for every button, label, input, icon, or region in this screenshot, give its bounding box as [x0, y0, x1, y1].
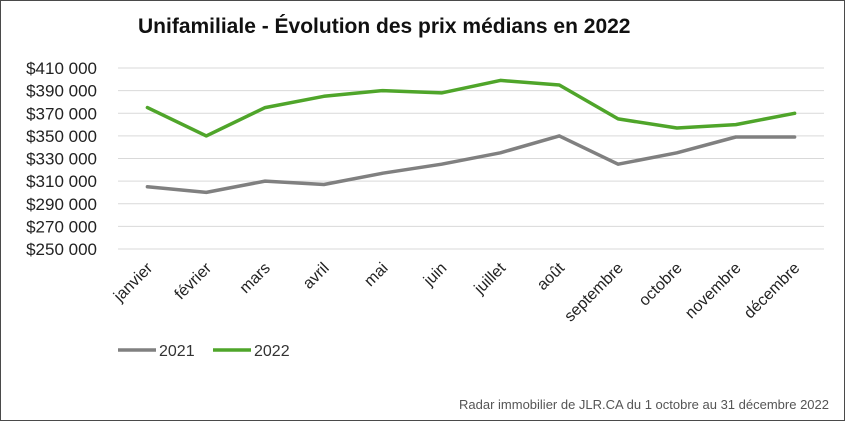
x-tick-label: juillet	[471, 259, 510, 298]
y-tick-label: $350 000	[26, 127, 97, 146]
y-axis-ticks: $410 000 $390 000 $370 000 $350 000 $330 000…	[26, 59, 97, 259]
y-tick-label: $270 000	[26, 217, 97, 236]
x-tick-label: mars	[237, 260, 274, 297]
legend-label: 2022	[254, 343, 290, 360]
x-tick-label: avril	[300, 260, 333, 293]
x-tick-label: septembre	[561, 260, 627, 326]
y-tick-label: $390 000	[26, 82, 97, 101]
y-tick-label: $410 000	[26, 59, 97, 78]
x-tick-label: janvier	[110, 259, 157, 306]
x-tick-label: mai	[361, 260, 391, 290]
x-tick-label: octobre	[636, 260, 686, 310]
legend-label: 2021	[159, 343, 195, 360]
source-note: Radar immobilier de JLR.CA du 1 octobre …	[459, 397, 829, 412]
y-tick-label: $290 000	[26, 195, 97, 214]
x-tick-label: août	[534, 259, 568, 293]
y-tick-label: $250 000	[26, 240, 97, 259]
x-tick-label: décembre	[741, 260, 803, 322]
x-tick-label: juin	[420, 260, 450, 290]
legend: 2021 2022	[118, 343, 290, 360]
series-lines	[145, 78, 797, 195]
y-tick-label: $310 000	[26, 172, 97, 191]
series-line-2022	[145, 78, 797, 138]
series-line-2021	[145, 134, 797, 195]
x-tick-label: novembre	[682, 260, 744, 322]
x-axis-ticks: janvier février mars avril mai juin juillet aoû…	[110, 259, 803, 325]
chart-title: Unifamiliale - Évolution des prix médian…	[138, 15, 631, 38]
x-tick-label: février	[172, 259, 216, 303]
y-tick-label: $330 000	[26, 150, 97, 169]
y-tick-label: $370 000	[26, 104, 97, 123]
